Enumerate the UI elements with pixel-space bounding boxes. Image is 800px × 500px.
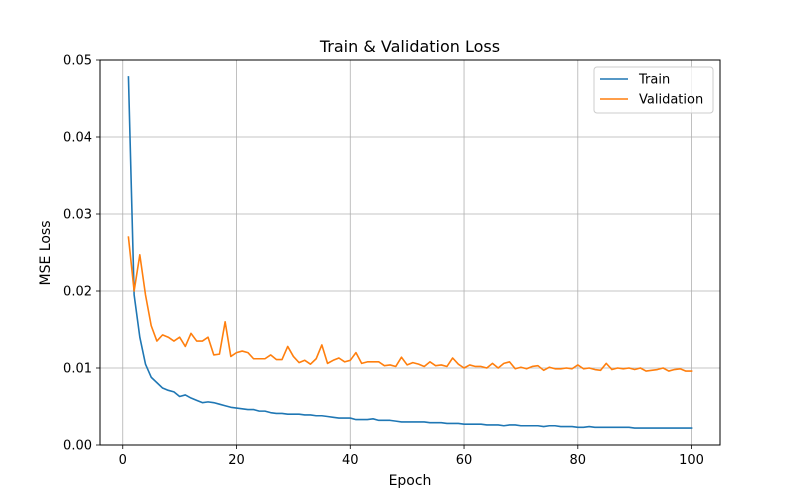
x-tick-label: 40 xyxy=(342,453,359,468)
legend-label-train: Train xyxy=(638,73,670,88)
series-line-train xyxy=(127,76,693,429)
series-line-validation xyxy=(127,236,693,372)
legend: Train Validation xyxy=(593,66,714,114)
plot-frame xyxy=(99,59,721,446)
y-axis-label: MSE Loss xyxy=(38,221,54,286)
x-tick-label: 0 xyxy=(119,453,127,468)
x-tick-label: 100 xyxy=(679,453,704,468)
y-tick-label: 0.01 xyxy=(63,362,92,377)
y-axis: 0.00 0.01 0.02 0.03 0.04 0.05 xyxy=(63,54,100,454)
y-tick-label: 0.05 xyxy=(63,54,92,69)
series-layer xyxy=(127,76,693,429)
chart-title: Train & Validation Loss xyxy=(319,37,500,56)
x-axis: 0 20 40 60 80 100 xyxy=(119,445,704,468)
y-tick-label: 0.03 xyxy=(63,208,92,223)
y-tick-label: 0.00 xyxy=(63,439,92,454)
grid-lines xyxy=(100,59,720,446)
x-tick-label: 80 xyxy=(570,453,587,468)
legend-label-validation: Validation xyxy=(639,93,703,108)
x-axis-label: Epoch xyxy=(389,473,432,489)
y-tick-label: 0.02 xyxy=(63,285,92,300)
y-tick-label: 0.04 xyxy=(63,131,92,146)
x-tick-label: 60 xyxy=(456,453,473,468)
x-tick-label: 20 xyxy=(228,453,245,468)
